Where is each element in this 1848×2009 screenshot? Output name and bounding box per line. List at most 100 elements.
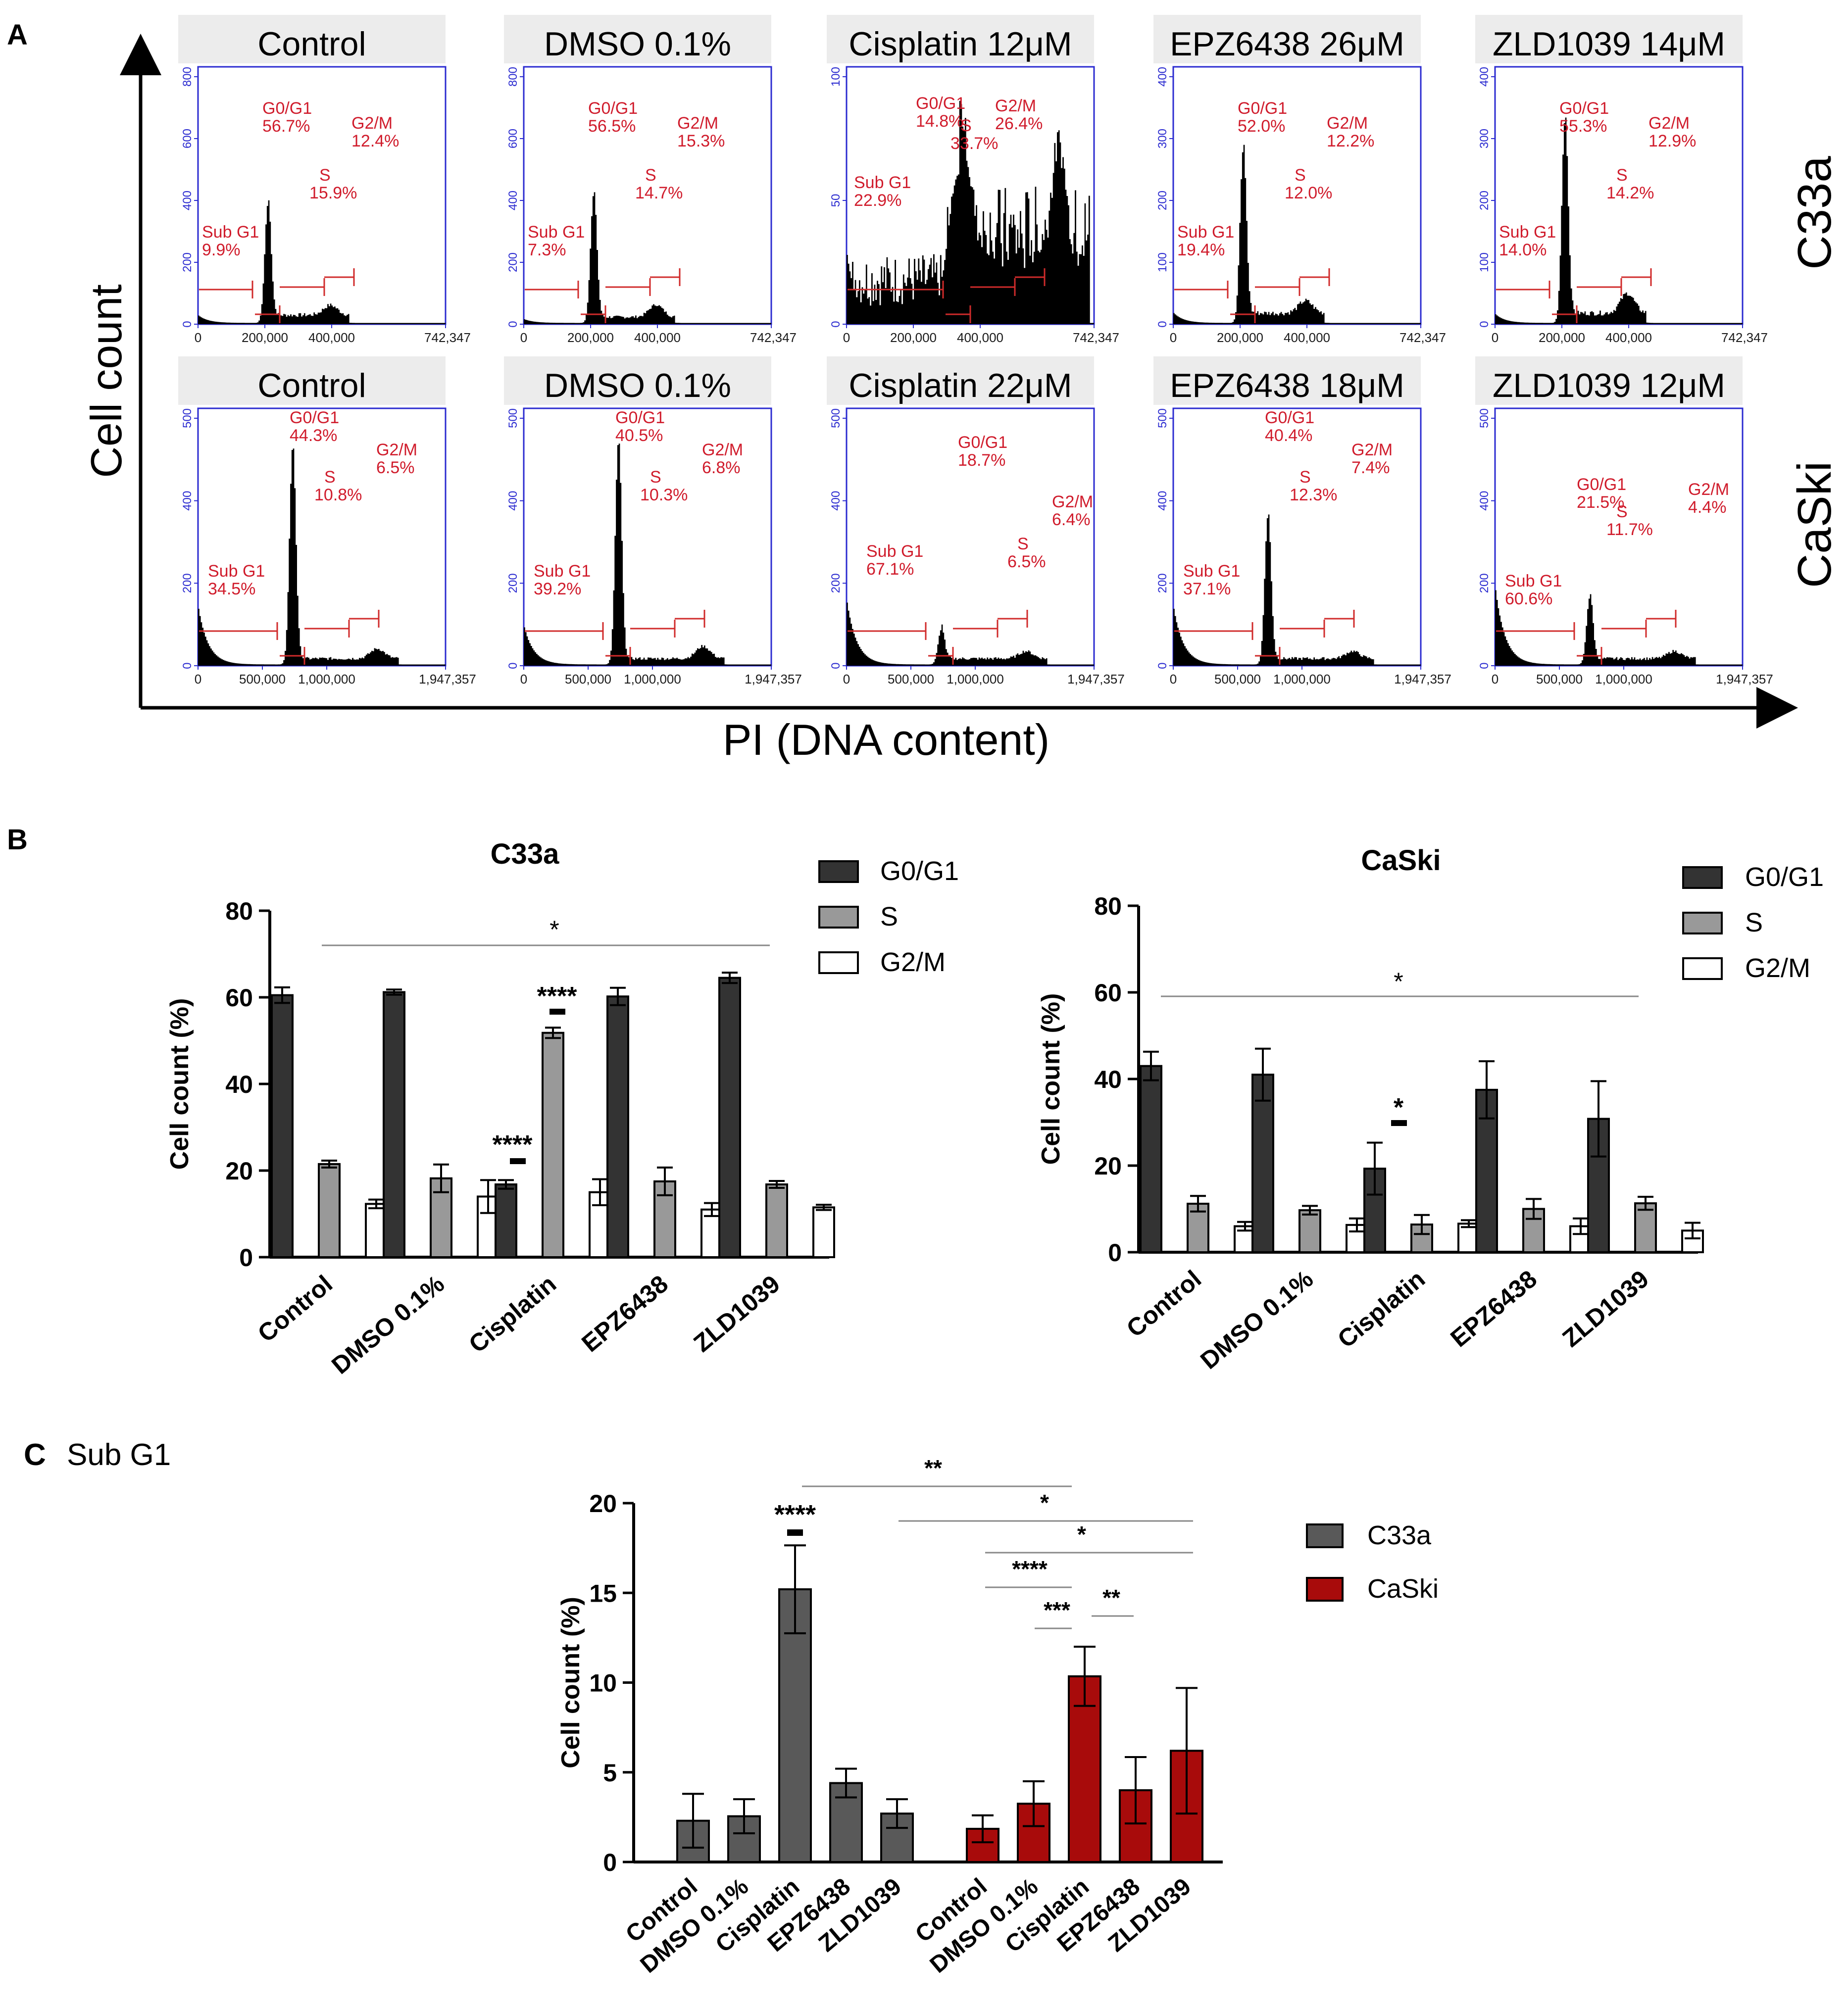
flow-x-tick-label: 1,947,357 [419, 672, 476, 686]
flow-y-tick-label: 50 [829, 194, 843, 207]
legend-label: C33a [1367, 1520, 1432, 1550]
bar-g0g1 [1140, 1065, 1162, 1253]
panel-letter-b: B [7, 824, 28, 856]
legend-swatch [1682, 957, 1723, 980]
flow-label-s-pct: 14.7% [635, 184, 683, 202]
legend-label: CaSki [1367, 1574, 1439, 1604]
x-category-label: EPZ6438 [576, 1270, 673, 1358]
y-axis-label: Cell count (%) [556, 1597, 585, 1768]
flow-label-subg1: Sub G1 [1177, 223, 1234, 242]
flow-x-tick-label: 742,347 [750, 330, 797, 345]
flow-x-tick-label: 500,000 [239, 672, 286, 686]
flow-histogram [847, 602, 1094, 666]
flow-y-tick-label: 200 [1478, 573, 1491, 593]
y-tick-label: 0 [239, 1244, 253, 1272]
flow-label-s-pct: 10.8% [314, 486, 362, 504]
x-category-label: Control [1121, 1265, 1206, 1343]
flow-label-g2m-pct: 12.9% [1648, 132, 1696, 150]
flow-plot-r2-c3: Cisplatin 22μM 0 200 400 500 0 500,000 1,000,00… [827, 356, 1125, 686]
bar-s [1634, 1202, 1657, 1253]
flow-y-tick-label: 100 [1156, 252, 1169, 272]
flow-header-box [178, 356, 446, 405]
y-axis-label: Cell count (%) [165, 998, 194, 1170]
bar-g0g1 [495, 1183, 517, 1258]
x-category-label: ZLD1039 [688, 1270, 785, 1358]
panel-c-title: Sub G1 [67, 1438, 171, 1472]
flow-label-subg1: Sub G1 [1505, 572, 1562, 590]
flow-y-tick-label: 100 [1478, 252, 1491, 272]
flow-label-s-pct: 6.5% [1007, 552, 1046, 571]
flow-header-label: Cisplatin 12μM [849, 25, 1072, 63]
flow-label-s: S [960, 116, 972, 135]
flow-y-tick-label: 200 [181, 252, 194, 272]
flow-label-s: S [650, 468, 661, 487]
flow-y-tick-label: 500 [1478, 408, 1491, 428]
flow-label-s-pct: 10.3% [640, 486, 688, 504]
legend-label: S [880, 902, 898, 931]
bar-s [542, 1031, 564, 1258]
significance-label: * [1394, 1093, 1404, 1122]
x-category-label: Cisplatin [463, 1270, 561, 1359]
flow-x-tick-label: 1,000,000 [1273, 672, 1331, 686]
chart-b-caski: CaSki 0 20 40 60 80 Cell count (%) ControlDMSO … [1037, 844, 1824, 1374]
flow-label-subg1-pct: 19.4% [1177, 241, 1225, 259]
flow-y-tick-label: 400 [181, 491, 194, 511]
flow-plot-frame [1494, 407, 1744, 667]
flow-plot-frame [1172, 66, 1422, 325]
flow-label-subg1-pct: 39.2% [534, 580, 581, 598]
flow-x-tick-label: 400,000 [308, 330, 355, 345]
flow-label-subg1-pct: 60.6% [1505, 589, 1552, 608]
flow-label-g0g1-pct: 14.8% [916, 112, 963, 131]
flow-header-label: ZLD1039 14μM [1493, 25, 1725, 63]
flow-label-g2m: G2/M [1648, 114, 1690, 133]
flow-label-g2m: G2/M [1688, 480, 1729, 499]
flow-label-g0g1-pct: 40.4% [1265, 426, 1312, 445]
flow-x-tick-label: 500,000 [1214, 672, 1261, 686]
flow-label-s-pct: 12.3% [1290, 486, 1337, 504]
flow-label-s-pct: 11.7% [1606, 520, 1653, 539]
y-tick-label: 0 [603, 1849, 617, 1876]
flow-y-tick-label: 0 [1156, 662, 1169, 669]
flow-y-tick-label: 0 [1156, 321, 1169, 327]
flow-x-tick-label: 742,347 [1399, 330, 1446, 345]
flow-label-g0g1: G0/G1 [262, 99, 312, 118]
flow-x-tick-label: 1,947,357 [1716, 672, 1773, 686]
flow-label-g2m: G2/M [351, 114, 393, 133]
legend-swatch [818, 951, 859, 974]
flow-label-s: S [1299, 468, 1311, 487]
flow-x-tick-label: 0 [1170, 672, 1177, 686]
legend-label: G2/M [1745, 953, 1810, 983]
legend-label: G2/M [880, 947, 946, 977]
row-label-c33a: C33a [1788, 156, 1841, 270]
flow-y-tick-label: 200 [506, 573, 520, 593]
legend-label: G0/G1 [1745, 862, 1824, 892]
y-tick-label: 60 [225, 984, 253, 1012]
legend-swatch [1306, 1523, 1344, 1548]
flow-y-tick-label: 400 [1156, 67, 1169, 87]
flow-label-s: S [1017, 535, 1029, 553]
flow-label-subg1: Sub G1 [534, 562, 591, 581]
flow-y-tick-label: 800 [506, 67, 520, 87]
flow-plot-frame [197, 407, 447, 667]
y-tick-label: 80 [225, 897, 253, 925]
flow-label-g0g1: G0/G1 [958, 433, 1007, 452]
flow-plot-r2-c1: Control 0 200 400 500 0 500,000 1,000,000 1,947,… [178, 356, 476, 686]
y-tick-label: 5 [603, 1759, 617, 1787]
flow-header-label: Control [257, 25, 366, 63]
flow-label-subg1-pct: 22.9% [854, 191, 901, 210]
flow-label-g0g1: G0/G1 [916, 94, 965, 113]
flow-y-tick-label: 400 [506, 191, 520, 210]
flow-header-label: EPZ6438 26μM [1170, 25, 1404, 63]
flow-y-tick-label: 200 [829, 573, 843, 593]
flow-histogram-grid: Control 0 200 400 600 800 0 200,000 400,000 742,3… [178, 15, 1773, 686]
flow-label-s: S [319, 166, 331, 185]
panel-a-y-label: Cell count [82, 284, 131, 478]
significance-marker [549, 1009, 565, 1015]
flow-x-tick-label: 0 [1492, 672, 1498, 686]
significance-marker [510, 1158, 526, 1164]
flow-label-g0g1-pct: 40.5% [615, 426, 663, 445]
flow-label-s-pct: 15.9% [309, 184, 357, 202]
flow-label-s: S [1295, 166, 1306, 185]
